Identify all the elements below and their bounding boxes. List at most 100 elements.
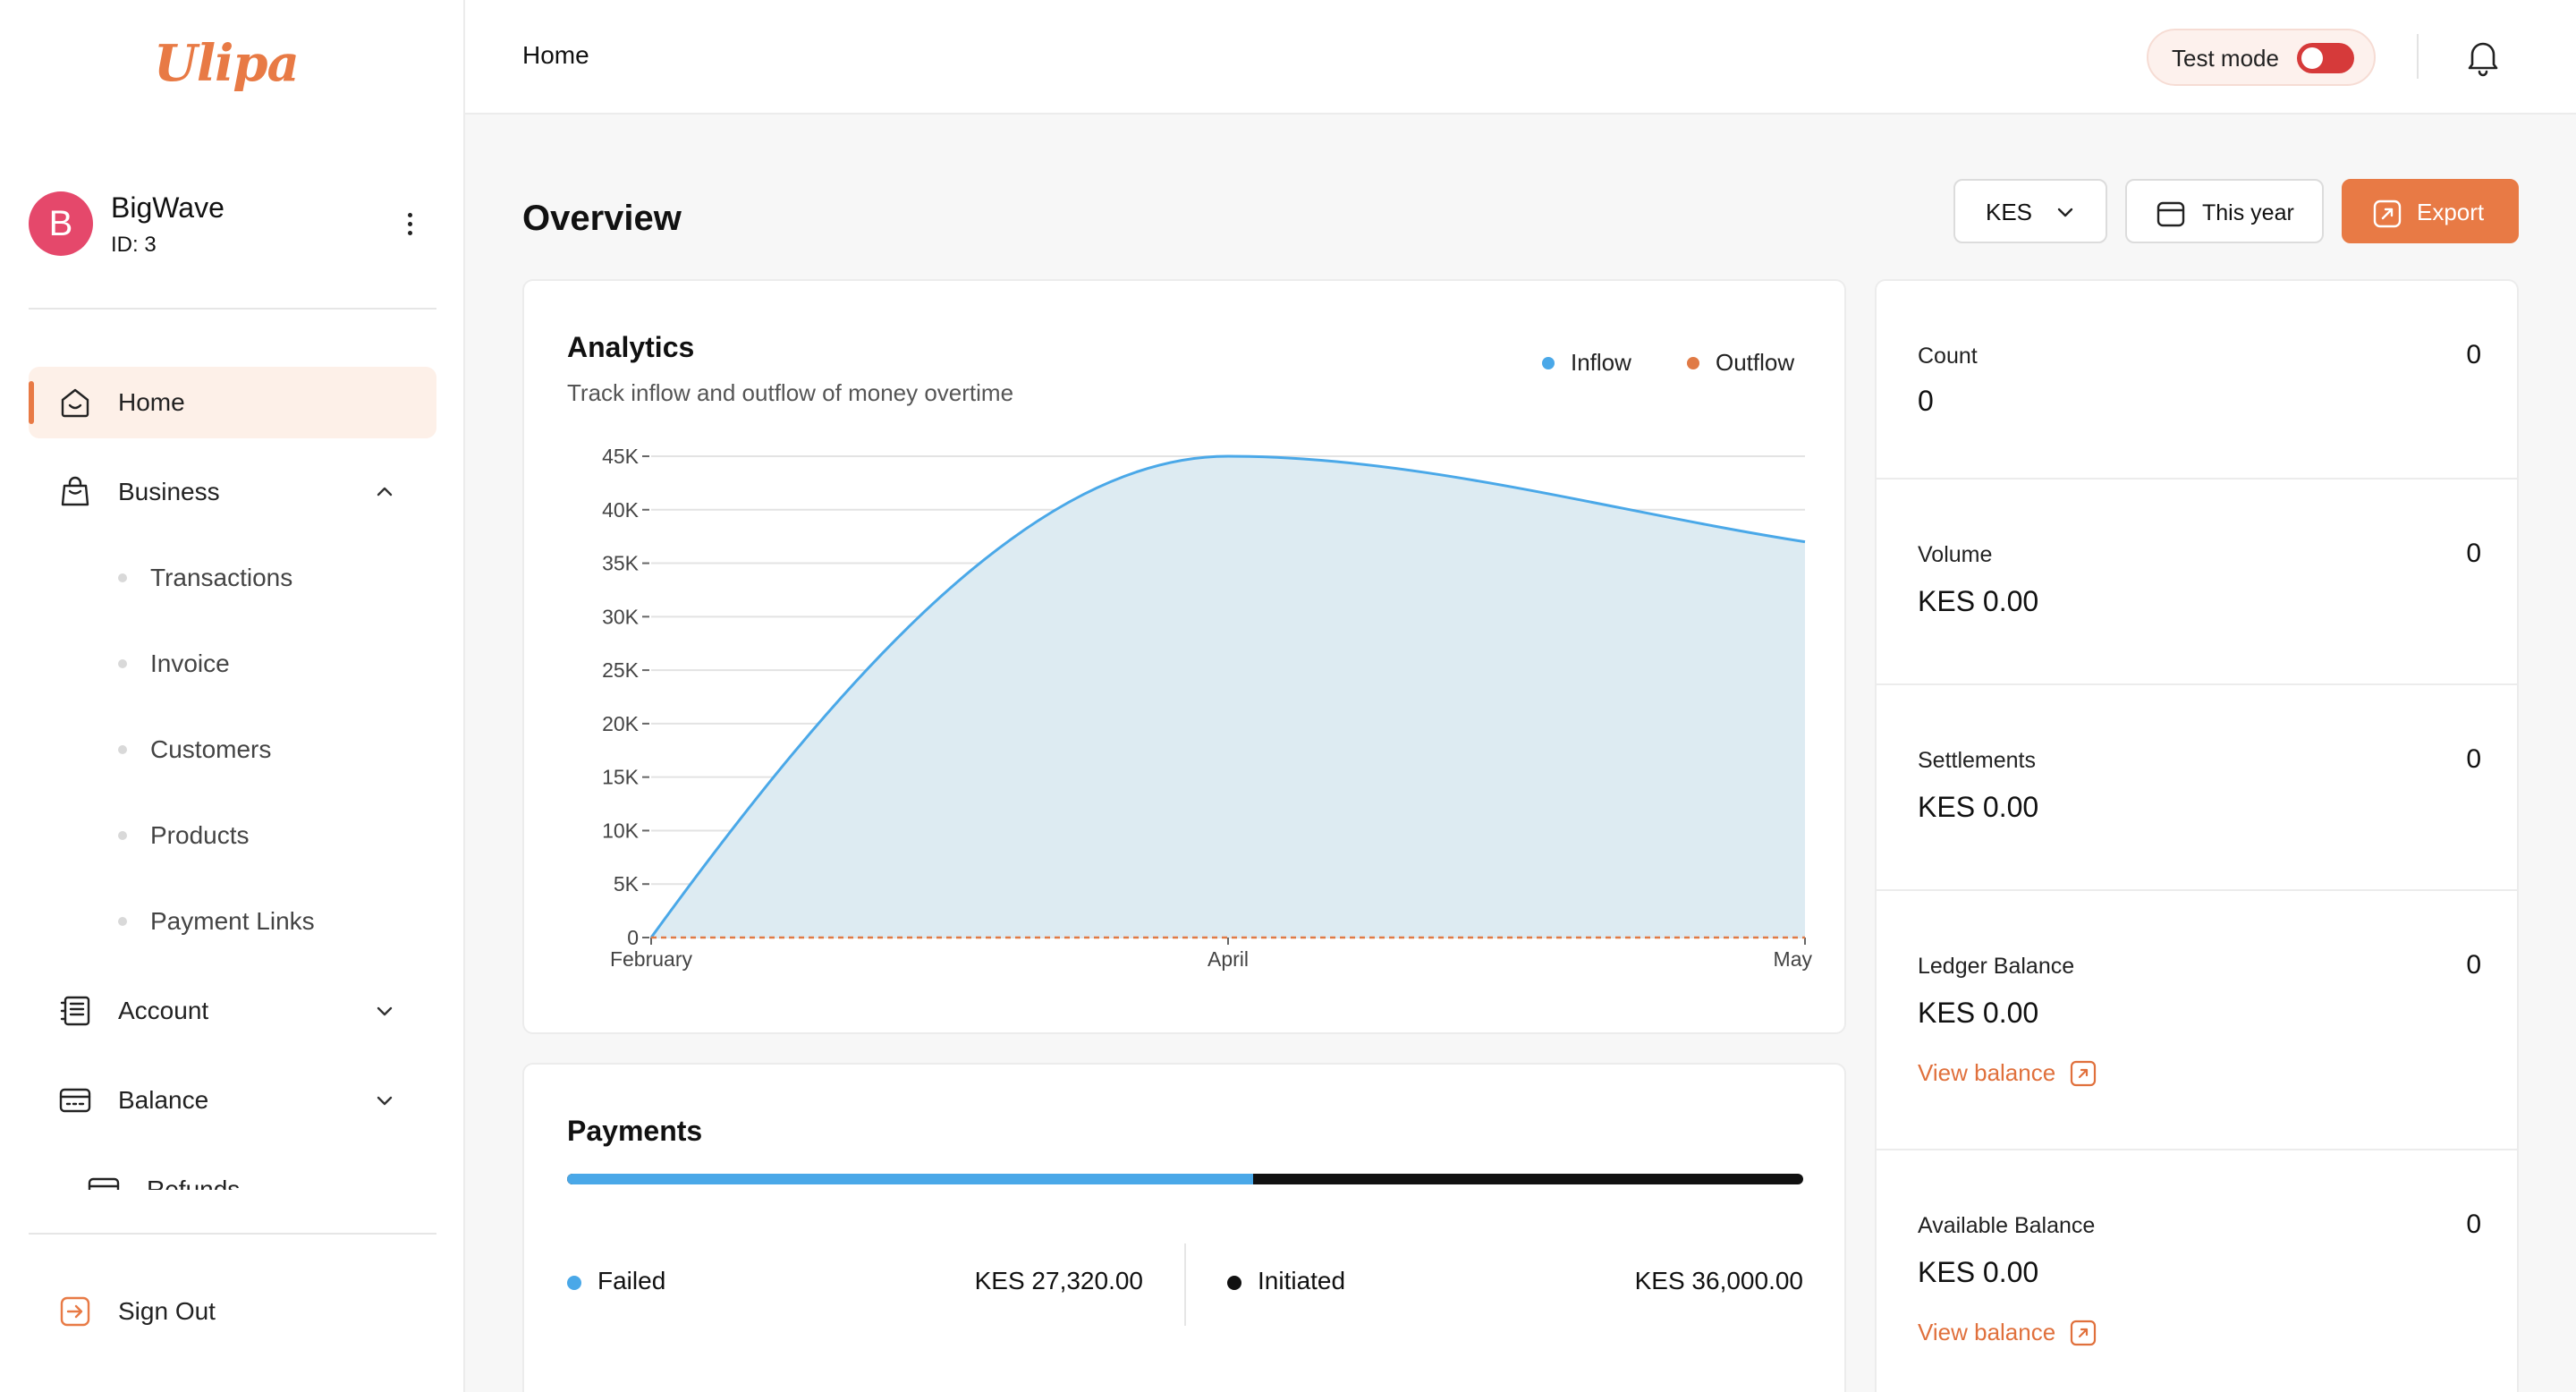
stat-label: Volume <box>1918 542 1993 567</box>
view-ledger-balance-link[interactable]: View balance <box>1918 1059 2097 1087</box>
failed-label: Failed <box>597 1267 666 1294</box>
payments-failed-fill <box>567 1174 1253 1184</box>
stat-value: KES 0.00 <box>1918 791 2039 823</box>
sidebar-subitem-payment-links[interactable]: Payment Links <box>118 895 315 948</box>
failed-amount: KES 27,320.00 <box>974 1267 1143 1294</box>
sidebar-item-business[interactable]: Business <box>29 456 436 528</box>
sidebar-subitem-invoice[interactable]: Invoice <box>118 637 230 691</box>
sidebar-subitem-label: Payment Links <box>150 907 315 935</box>
legend-dot <box>1542 356 1555 369</box>
test-mode-label: Test mode <box>2172 45 2279 72</box>
sidebar-subitem-products[interactable]: Products <box>118 809 250 862</box>
brand-logo[interactable]: Ulipa <box>154 34 300 93</box>
y-tick-label: 35K <box>602 552 640 575</box>
date-range-button[interactable]: This year <box>2125 179 2324 243</box>
sidebar-item-label: Refunds <box>147 1176 241 1190</box>
more-options-icon[interactable] <box>395 206 424 242</box>
stat-value: KES 0.00 <box>1918 1256 2039 1288</box>
chevron-down-icon[interactable] <box>372 998 397 1023</box>
account-id: ID: 3 <box>111 233 157 257</box>
sidebar-item-refunds[interactable]: Refunds <box>57 1154 436 1190</box>
stat-label: Settlements <box>1918 748 2037 773</box>
stat-count-value: 0 <box>2466 744 2481 774</box>
sidebar-subitem-label: Customers <box>150 735 272 763</box>
legend-label: Inflow <box>1571 349 1631 376</box>
legend-label: Outflow <box>1716 349 1795 376</box>
notification-bell-icon[interactable] <box>2462 36 2504 79</box>
stat-available-balance: Available Balance KES 0.00 0 View balanc… <box>1877 1150 2517 1392</box>
stat-settlements: Settlements KES 0.00 0 <box>1877 685 2517 891</box>
y-tick-label: 5K <box>614 872 640 895</box>
y-tick-label: 45K <box>602 445 640 468</box>
y-tick-label: 25K <box>602 658 640 682</box>
analytics-title: Analytics <box>567 331 695 363</box>
view-available-balance-link[interactable]: View balance <box>1918 1319 2097 1346</box>
stat-label: Ledger Balance <box>1918 954 2075 979</box>
y-tick-label: 10K <box>602 819 640 842</box>
chevron-up-icon[interactable] <box>372 480 397 505</box>
y-tick-label: 20K <box>602 712 640 735</box>
sidebar-subitem-transactions[interactable]: Transactions <box>118 551 292 605</box>
payments-progress-bar <box>567 1174 1803 1184</box>
home-icon <box>61 388 89 418</box>
chevron-down-icon[interactable] <box>372 1088 397 1113</box>
stat-count-value: 0 <box>2466 539 2481 568</box>
test-mode-pill: Test mode <box>2147 29 2376 86</box>
test-mode-toggle[interactable] <box>2297 43 2354 73</box>
view-balance-label: View balance <box>1918 1319 2056 1345</box>
sidebar-item-account[interactable]: Account <box>29 975 436 1047</box>
sidebar-item-home[interactable]: Home <box>29 367 436 438</box>
sidebar-subitem-label: Transactions <box>150 564 293 591</box>
sign-out-label: Sign Out <box>118 1297 216 1325</box>
wallet-icon <box>59 1088 91 1113</box>
breadcrumb: Home <box>522 41 589 69</box>
sign-out-icon <box>60 1296 90 1327</box>
export-button[interactable]: Export <box>2342 179 2519 243</box>
legend-inflow: Inflow <box>1542 349 1631 377</box>
bullet-dot <box>118 573 127 582</box>
stat-value: KES 0.00 <box>1918 585 2039 617</box>
calendar-icon <box>2157 201 2185 227</box>
chevron-down-icon <box>2057 208 2073 217</box>
external-link-icon <box>2071 1320 2097 1345</box>
stat-value: KES 0.00 <box>1918 997 2039 1029</box>
sign-out-button[interactable]: Sign Out <box>29 1276 436 1347</box>
x-tick-label: May <box>1774 947 1813 971</box>
bullet-dot <box>118 659 127 668</box>
failed-dot <box>567 1276 581 1290</box>
sidebar-scroll-clip: Refunds <box>29 1154 436 1190</box>
legend-outflow: Outflow <box>1687 349 1794 377</box>
sidebar-divider <box>29 1233 436 1235</box>
legend-dot <box>1687 356 1699 369</box>
x-tick-label: April <box>1208 947 1249 971</box>
y-tick-label: 40K <box>602 498 640 522</box>
sidebar-subitem-customers[interactable]: Customers <box>118 723 271 777</box>
page-title: Overview <box>522 199 682 238</box>
sidebar-item-label: Home <box>118 388 185 416</box>
analytics-subtitle: Track inflow and outflow of money overti… <box>567 379 1014 406</box>
stat-label: Count <box>1918 344 1978 369</box>
payments-divider <box>1184 1243 1186 1326</box>
y-tick-label: 30K <box>602 605 640 628</box>
view-balance-label: View balance <box>1918 1059 2056 1086</box>
bullet-dot <box>118 831 127 840</box>
stat-volume: Volume KES 0.00 0 <box>1877 480 2517 685</box>
avatar: B <box>29 191 93 256</box>
stat-count-value: 0 <box>2466 1210 2481 1239</box>
stat-value: 0 <box>1918 385 1934 417</box>
bullet-dot <box>118 917 127 926</box>
account-profile: B BigWave ID: 3 <box>29 190 436 261</box>
y-tick-label: 0 <box>627 926 639 949</box>
export-label: Export <box>2417 199 2485 225</box>
sidebar-item-balance[interactable]: Balance <box>29 1065 436 1136</box>
currency-select[interactable]: KES <box>1953 179 2107 243</box>
sidebar: Ulipa B BigWave ID: 3 Home Business <box>0 0 465 1392</box>
sidebar-subitem-label: Invoice <box>150 649 230 677</box>
ledger-icon <box>60 996 90 1026</box>
payment-initiated-row: Initiated KES 36,000.00 <box>1227 1265 1803 1301</box>
topbar-separator <box>2417 34 2419 79</box>
y-tick-label: 15K <box>602 766 640 789</box>
external-link-icon <box>2071 1060 2097 1086</box>
stat-count: Count 0 0 <box>1877 281 2517 480</box>
